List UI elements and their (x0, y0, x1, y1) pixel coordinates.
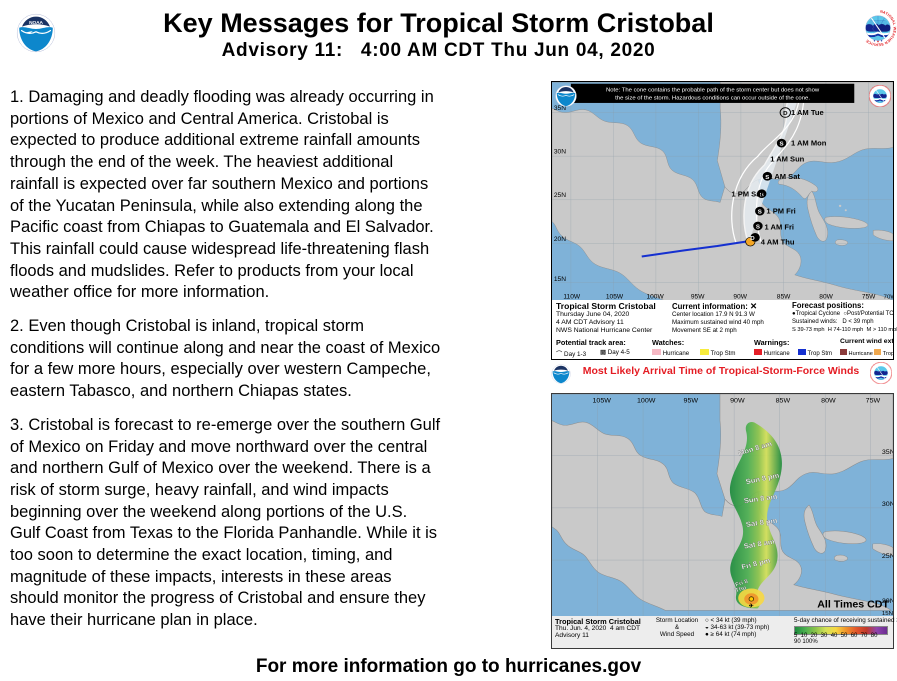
svg-text:75W: 75W (866, 398, 881, 405)
svg-text:1 AM Mon: 1 AM Mon (791, 139, 826, 148)
svg-text:35N: 35N (882, 449, 893, 456)
svg-text:25N: 25N (882, 553, 893, 560)
svg-text:Note: The cone contains the pr: Note: The cone contains the probable pat… (606, 88, 820, 94)
svg-text:1 AM Fri: 1 AM Fri (765, 223, 795, 232)
svg-text:S: S (756, 225, 760, 231)
svg-text:85W: 85W (776, 398, 791, 405)
svg-text:20N: 20N (554, 236, 567, 243)
svg-text:95W: 95W (684, 398, 699, 405)
svg-text:S: S (779, 142, 783, 148)
svg-text:All Times CDT: All Times CDT (817, 600, 889, 611)
svg-text:1 PM Fri: 1 PM Fri (766, 207, 795, 216)
svg-text:100W: 100W (637, 398, 656, 405)
svg-text:1 AM Sat: 1 AM Sat (768, 172, 800, 181)
svg-text:25N: 25N (554, 192, 567, 199)
svg-text:30N: 30N (554, 149, 567, 156)
svg-text:90W: 90W (730, 398, 745, 405)
svg-text:4 AM Thu: 4 AM Thu (761, 238, 795, 247)
svg-text:S: S (758, 210, 762, 216)
svg-text:D: D (750, 236, 755, 242)
svg-text:105W: 105W (592, 398, 611, 405)
svg-text:1 AM Sun: 1 AM Sun (770, 155, 804, 164)
svg-text:30N: 30N (882, 501, 893, 508)
svg-text:✈: ✈ (749, 603, 754, 610)
svg-text:the size of the storm. Hazardo: the size of the storm. Hazardous conditi… (615, 96, 810, 102)
svg-text:80W: 80W (821, 398, 836, 405)
svg-text:1 AM Tue: 1 AM Tue (791, 108, 824, 117)
svg-text:D: D (783, 111, 788, 117)
svg-text:15N: 15N (554, 276, 567, 283)
svg-text:1 PM Sat: 1 PM Sat (731, 190, 763, 199)
